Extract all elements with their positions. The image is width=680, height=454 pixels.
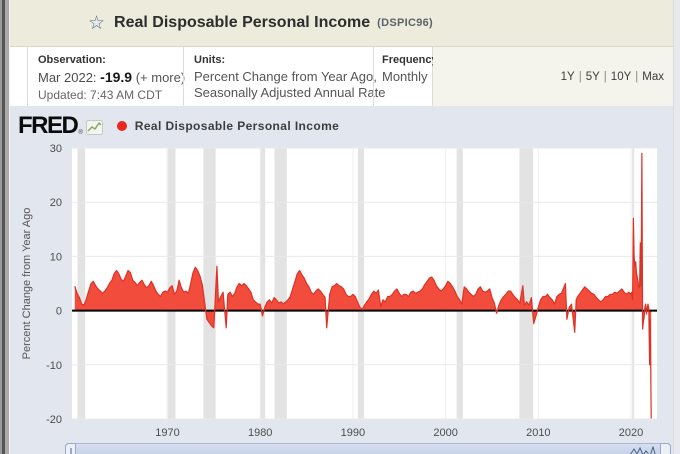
frequency-value: Monthly [382,69,428,84]
units-line-1: Percent Change from Year Ago, [194,69,377,84]
svg-text:1980: 1980 [248,427,272,439]
title-bar: ☆ Real Disposable Personal Income (DSPIC… [10,0,673,47]
frequency-panel: Frequency: Monthly [373,47,442,106]
svg-text:10: 10 [50,251,62,263]
scrubber-sparkline [630,446,656,454]
range-selector-area: 1Y | 5Y | 10Y | Max [433,47,673,106]
chart-brand-row: FRED ® Real Disposable Personal Income [18,113,339,139]
observation-updated: Updated: 7:43 AM CDT [38,88,163,102]
legend-series-dot [116,121,127,131]
range-1y[interactable]: 1Y [560,70,575,83]
favorite-star-icon[interactable]: ☆ [88,12,106,34]
svg-text:2020: 2020 [619,427,643,439]
info-bar: Observation: Mar 2022: -19.9 (+ more) Up… [10,47,673,106]
scrubber-left-handle[interactable] [65,443,76,454]
fred-logo[interactable]: FRED [18,112,79,139]
svg-text:2010: 2010 [526,427,550,439]
units-panel: Units: Percent Change from Year Ago, Sea… [183,47,386,106]
svg-text:1990: 1990 [341,427,365,439]
fred-sparkline-icon [85,119,103,135]
svg-text:20: 20 [50,197,62,209]
range-separator: | [578,70,582,83]
units-line-2: Seasonally Adjusted Annual Rate [194,85,386,100]
range-5y[interactable]: 5Y [585,70,600,83]
series-code: (DSPIC96) [377,17,434,29]
range-separator: | [635,70,639,83]
svg-text:0: 0 [56,306,62,318]
range-separator: | [603,70,607,83]
observation-value: -19.9 [100,69,133,85]
info-spacer [10,47,27,106]
registered-mark: ® [78,130,83,136]
date-range-scrubber[interactable] [65,443,671,454]
observation-panel: Observation: Mar 2022: -19.9 (+ more) Up… [27,47,185,106]
svg-text:1970: 1970 [155,427,179,439]
units-label: Units: [194,54,226,66]
svg-text:Percent Change from Year Ago: Percent Change from Year Ago [21,208,33,360]
scrubber-grip [70,448,72,454]
range-10y[interactable]: 10Y [610,70,632,83]
legend-series-label: Real Disposable Personal Income [134,119,340,133]
svg-text:-20: -20 [46,414,62,426]
frequency-label: Frequency: [382,54,442,66]
range-selector: 1Y | 5Y | 10Y | Max [559,71,666,83]
svg-text:-10: -10 [46,360,62,372]
svg-text:30: 30 [50,143,62,155]
observation-value-line: Mar 2022: -19.9 (+ more) [38,69,185,85]
window-left-edge [0,0,10,454]
scrubber-right-handle[interactable] [660,443,671,454]
svg-text:2000: 2000 [433,427,457,439]
observation-more-link[interactable]: (+ more) [135,70,186,85]
observation-date: Mar 2022: [38,70,97,85]
window-right-edge [673,0,680,454]
page-title: Real Disposable Personal Income [114,14,371,31]
range-max[interactable]: Max [642,70,664,83]
observation-label: Observation: [38,54,106,66]
fred-chart-section: 30 20 10 0 -10 -20 1970 1980 1990 2000 2010 2020 Per… [10,106,673,454]
